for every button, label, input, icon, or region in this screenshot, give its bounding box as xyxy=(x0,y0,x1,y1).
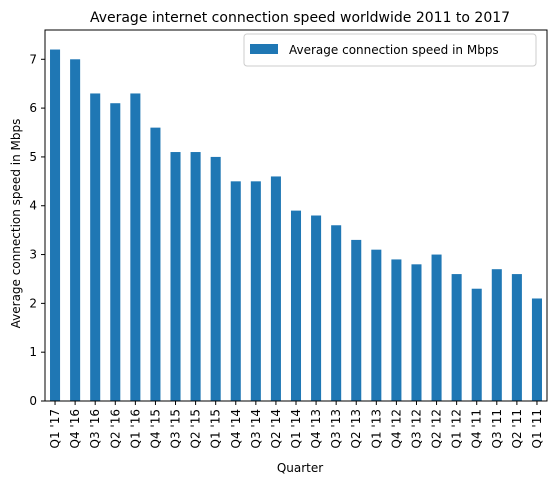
bar xyxy=(290,210,302,401)
x-tick-label: Q4 '16 xyxy=(68,409,82,448)
x-tick-label: Q3 '16 xyxy=(88,409,102,448)
bar xyxy=(230,181,241,401)
x-tick-label: Q3 '14 xyxy=(249,409,263,448)
x-axis-label: Quarter xyxy=(277,461,323,475)
x-tick-label: Q1 '12 xyxy=(450,409,464,448)
bar xyxy=(351,239,362,401)
x-tick-label: Q1 '13 xyxy=(369,409,383,448)
chart-title: Average internet connection speed worldw… xyxy=(90,10,510,26)
bar xyxy=(471,288,482,401)
bar xyxy=(210,156,221,401)
bar xyxy=(170,152,181,401)
x-tick-label: Q1 '16 xyxy=(128,409,142,448)
bar xyxy=(311,215,322,401)
x-tick-label: Q2 '14 xyxy=(269,409,283,448)
x-tick-label: Q3 '15 xyxy=(169,409,183,448)
bar xyxy=(190,152,201,401)
x-tick-label: Q3 '13 xyxy=(329,409,343,448)
bar xyxy=(371,249,382,401)
y-axis: 0 1 2 3 4 5 6 7 xyxy=(29,29,548,408)
y-tick-label: 7 xyxy=(29,52,37,66)
x-tick-label: Q4 '14 xyxy=(229,409,243,448)
x-tick-label: Q1 '17 xyxy=(48,409,62,448)
x-tick-label: Q2 '13 xyxy=(349,409,363,448)
x-tick-label: Q1 '11 xyxy=(530,409,544,448)
bar xyxy=(411,264,422,401)
bar xyxy=(270,176,281,401)
bar xyxy=(431,254,442,401)
legend: Average connection speed in Mbps xyxy=(243,33,537,67)
x-axis: Q1 '17 Q4 '16 Q3 '16 Q2 '16 Q1 '16 Q4 '15 Q3 '… xyxy=(48,401,544,448)
y-tick-label: 0 xyxy=(29,394,37,408)
x-tick-label: Q4 '13 xyxy=(309,409,323,448)
legend-frame xyxy=(243,33,537,67)
y-tick-label: 5 xyxy=(29,150,37,164)
x-tick-label: Q4 '12 xyxy=(389,409,403,448)
y-tick-label: 2 xyxy=(29,296,37,310)
bar xyxy=(110,103,121,401)
y-tick-label: 4 xyxy=(29,199,37,213)
x-tick-label: Q2 '12 xyxy=(430,409,444,448)
bar xyxy=(451,274,462,401)
x-tick-label: Q3 '11 xyxy=(490,409,504,448)
bar xyxy=(491,269,502,401)
legend-label: Average connection speed in Mbps xyxy=(289,43,499,57)
bar xyxy=(391,259,402,401)
bar xyxy=(250,181,261,401)
x-tick-label: Q2 '15 xyxy=(189,409,203,448)
x-tick-label: Q1 '14 xyxy=(289,409,303,448)
legend-swatch xyxy=(250,44,278,54)
x-tick-label: Q3 '12 xyxy=(409,409,423,448)
bar xyxy=(511,274,522,401)
bars-layer xyxy=(50,49,542,402)
bar xyxy=(90,93,101,402)
x-tick-label: Q4 '15 xyxy=(148,409,162,448)
bar xyxy=(70,59,81,401)
bar xyxy=(130,93,141,402)
bar xyxy=(50,49,61,401)
bar xyxy=(331,225,342,401)
bar xyxy=(531,298,542,401)
x-tick-label: Q1 '15 xyxy=(209,409,223,448)
x-tick-label: Q4 '11 xyxy=(470,409,484,448)
y-axis-label: Average connection speed in Mbps xyxy=(9,119,23,329)
y-tick-label: 3 xyxy=(29,248,37,262)
y-tick-label: 6 xyxy=(29,101,37,115)
bar xyxy=(150,127,161,401)
x-tick-label: Q2 '11 xyxy=(510,409,524,448)
x-tick-label: Q2 '16 xyxy=(108,409,122,448)
y-tick-label: 1 xyxy=(29,345,37,359)
